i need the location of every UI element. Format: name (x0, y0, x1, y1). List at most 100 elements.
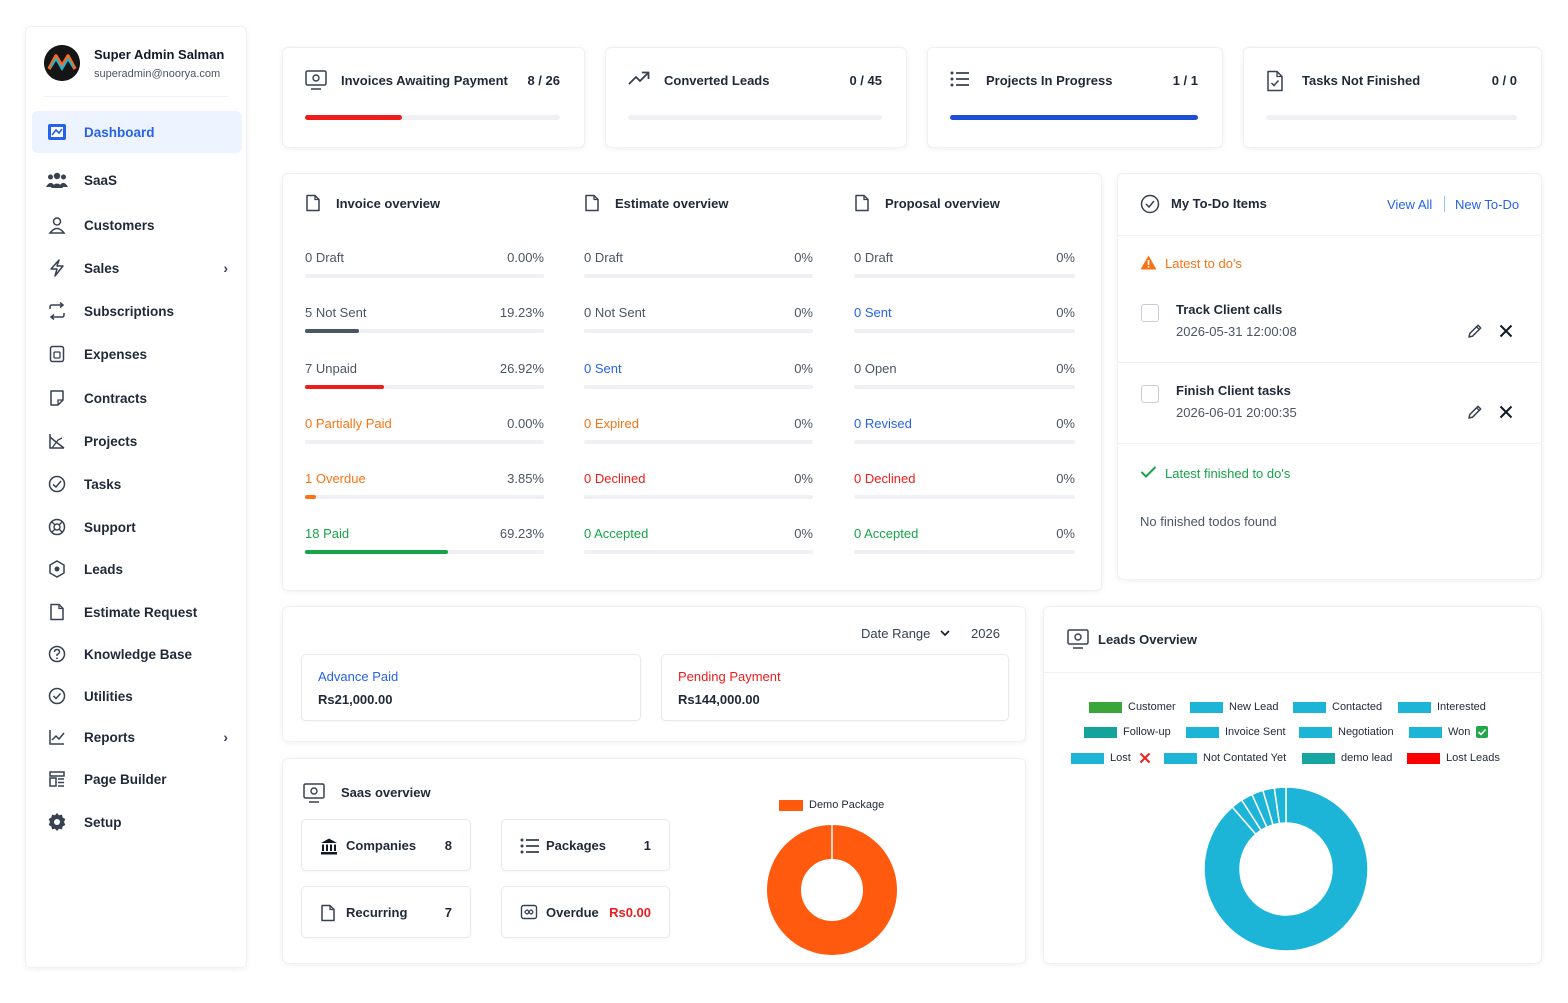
legend-label: New Lead (1229, 701, 1279, 713)
status-progress-fill (305, 385, 384, 389)
status-progress-track (584, 495, 813, 499)
legend-item[interactable]: Invoice Sent (1186, 726, 1286, 738)
legend-item[interactable]: Won (1409, 726, 1489, 738)
legend-item[interactable]: demo lead (1302, 752, 1392, 764)
sidebar-item-customers[interactable]: Customers (32, 204, 242, 246)
estimate-status-row[interactable]: 0 Not Sent 0% (584, 305, 813, 339)
sidebar-item-expenses[interactable]: Expenses (32, 333, 242, 375)
builder-icon (46, 769, 68, 789)
year-select[interactable]: 2026 (971, 626, 1000, 641)
sidebar-item-setup[interactable]: Setup (32, 801, 242, 843)
donut-slice[interactable] (1203, 786, 1369, 952)
sidebar-item-knowledge-base[interactable]: Knowledge Base (32, 633, 242, 675)
divider (1118, 362, 1541, 363)
sidebar-item-label: Dashboard (84, 124, 155, 140)
sidebar-item-dashboard[interactable]: Dashboard (32, 111, 242, 153)
legend-label: Not Contated Yet (1203, 752, 1287, 764)
legend-item[interactable]: Lost (1071, 752, 1151, 764)
chevron-down-icon[interactable] (940, 629, 950, 637)
invoice-status-row[interactable]: 18 Paid 69.23% (305, 526, 544, 560)
advance-paid-label: Advance Paid (318, 669, 399, 684)
leads-donut-chart (1203, 786, 1369, 952)
legend-swatch (1302, 752, 1335, 764)
estimate-status-row[interactable]: 0 Declined 0% (584, 471, 813, 505)
edit-icon[interactable] (1466, 322, 1484, 340)
legend-item[interactable]: New Lead (1190, 701, 1279, 713)
todo-checkbox[interactable] (1141, 304, 1159, 322)
bolt-icon (46, 258, 68, 278)
stat-progress-track (628, 115, 882, 120)
sidebar-item-page-builder[interactable]: Page Builder (32, 758, 242, 800)
sidebar-item-reports[interactable]: Reports › (32, 716, 242, 758)
new-todo-link[interactable]: New To-Do (1455, 197, 1520, 212)
latest-todos-label: Latest to do's (1165, 256, 1242, 271)
estimate-status-row[interactable]: 0 Draft 0% (584, 250, 813, 284)
wallet-icon (46, 344, 68, 364)
stat-card-invoices-awaiting-payment[interactable]: Invoices Awaiting Payment 8 / 26 (282, 47, 585, 148)
proposal-status-row[interactable]: 0 Sent 0% (854, 305, 1075, 339)
estimate-status-row[interactable]: 0 Accepted 0% (584, 526, 813, 560)
proposal-status-row[interactable]: 0 Revised 0% (854, 416, 1075, 450)
stat-card-tasks-not-finished[interactable]: Tasks Not Finished 0 / 0 (1243, 47, 1542, 148)
sidebar-item-utilities[interactable]: Utilities (32, 675, 242, 717)
legend-item[interactable]: Lost Leads (1407, 752, 1500, 764)
legend-item[interactable]: Contacted (1293, 701, 1382, 713)
proposal-status-row[interactable]: 0 Accepted 0% (854, 526, 1075, 560)
todo-checkbox[interactable] (1141, 385, 1159, 403)
legend-item[interactable]: Not Contated Yet (1164, 752, 1286, 764)
stat-card-converted-leads[interactable]: Converted Leads 0 / 45 (605, 47, 907, 148)
status-label: 5 Not Sent (305, 305, 367, 320)
estimate-status-row[interactable]: 0 Sent 0% (584, 361, 813, 395)
status-label: 0 Open (854, 361, 897, 376)
saas-card-label: Companies (346, 838, 417, 853)
proposal-status-row[interactable]: 0 Open 0% (854, 361, 1075, 395)
x-mark-icon (1139, 752, 1151, 764)
legend-item[interactable]: Interested (1398, 701, 1486, 713)
saas-card-overdue[interactable]: Overdue Rs0.00 (501, 886, 670, 938)
sidebar-item-saas[interactable]: SaaS (32, 159, 242, 201)
stat-card-projects-in-progress[interactable]: Projects In Progress 1 / 1 (927, 47, 1223, 148)
saas-card-companies[interactable]: Companies 8 (301, 819, 471, 871)
invoice-status-row[interactable]: 0 Partially Paid 0.00% (305, 416, 544, 450)
close-icon[interactable] (1499, 405, 1513, 419)
sidebar-item-projects[interactable]: Projects (32, 420, 242, 462)
sidebar-item-tasks[interactable]: Tasks (32, 463, 242, 505)
estimate-status-row[interactable]: 0 Expired 0% (584, 416, 813, 450)
status-percent: 0.00% (507, 416, 544, 431)
sidebar-item-estimate-request[interactable]: Estimate Request (32, 591, 242, 633)
legend-item[interactable]: Follow-up (1084, 726, 1171, 738)
edit-icon[interactable] (1466, 403, 1484, 421)
proposal-status-row[interactable]: 0 Draft 0% (854, 250, 1075, 284)
status-progress-track (584, 329, 813, 333)
monitor-icon (303, 783, 325, 803)
legend-item[interactable]: Demo Package (779, 799, 884, 811)
saas-card-label: Packages (546, 838, 606, 853)
donut-slice[interactable] (1273, 786, 1287, 825)
invoice-status-row[interactable]: 0 Draft 0.00% (305, 250, 544, 284)
list-icon (520, 837, 539, 855)
legend-swatch (1084, 726, 1117, 738)
legend-item[interactable]: Customer (1089, 701, 1176, 713)
stat-progress-track (1266, 115, 1517, 120)
status-progress-fill (305, 550, 449, 554)
pending-payment-value: Rs144,000.00 (678, 692, 760, 707)
profile-email: superadmin@noorya.com (94, 68, 221, 80)
list-icon (950, 70, 972, 90)
sidebar-item-subscriptions[interactable]: Subscriptions (32, 290, 242, 332)
estimate-overview-title: Estimate overview (615, 196, 729, 211)
proposal-status-row[interactable]: 0 Declined 0% (854, 471, 1075, 505)
invoice-status-row[interactable]: 7 Unpaid 26.92% (305, 361, 544, 395)
sidebar-item-leads[interactable]: Leads (32, 548, 242, 590)
view-all-link[interactable]: View All (1387, 197, 1433, 212)
close-icon[interactable] (1499, 324, 1513, 338)
sidebar-item-sales[interactable]: Sales › (32, 247, 242, 289)
saas-card-packages[interactable]: Packages 1 (501, 819, 670, 871)
status-progress-track (305, 274, 544, 278)
user-profile[interactable]: Super Admin Salman superadmin@noorya.com (44, 43, 228, 97)
saas-card-recurring[interactable]: Recurring 7 (301, 886, 471, 938)
invoice-status-row[interactable]: 1 Overdue 3.85% (305, 471, 544, 505)
legend-item[interactable]: Negotiation (1299, 726, 1394, 738)
sidebar-item-contracts[interactable]: Contracts (32, 377, 242, 419)
sidebar-item-support[interactable]: Support (32, 506, 242, 548)
invoice-status-row[interactable]: 5 Not Sent 19.23% (305, 305, 544, 339)
